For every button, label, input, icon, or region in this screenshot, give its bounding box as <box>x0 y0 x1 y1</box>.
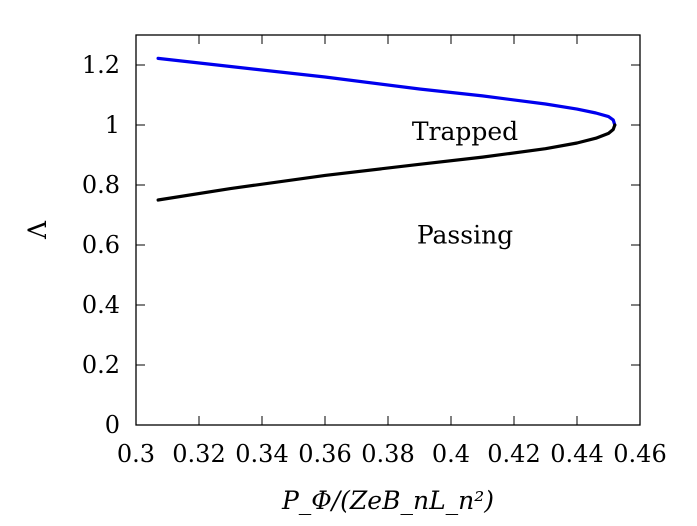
x-tick-label: 0.36 <box>298 440 351 468</box>
y-tick-label: 0 <box>105 411 120 439</box>
x-axis-label: P_Φ/(ZeB_nL_n²) <box>281 486 494 515</box>
series-layer <box>156 56 617 202</box>
annotation-passing: Passing <box>417 221 513 250</box>
series-line-2 <box>156 123 617 202</box>
series-line-1 <box>156 56 617 127</box>
x-tick-label: 0.44 <box>550 440 603 468</box>
x-tick-label: 0.34 <box>235 440 288 468</box>
y-tick-label: 1 <box>105 111 120 139</box>
annotation-trapped: Trapped <box>412 117 518 146</box>
x-tick-label: 0.3 <box>117 440 155 468</box>
plot-area-frame <box>135 34 641 426</box>
y-tick-label: 0.8 <box>82 171 120 199</box>
y-axis-ticks: 0 0.2 0.4 0.6 0.8 1 1.2 <box>82 51 640 439</box>
annotation-layer: Trapped Passing <box>412 117 518 250</box>
x-axis-ticks: 0.3 0.32 0.34 0.36 0.38 0.4 0.42 0.44 0.46 <box>117 35 667 468</box>
y-axis-label: Λ <box>23 220 52 240</box>
x-tick-label: 0.32 <box>172 440 225 468</box>
y-tick-label: 0.4 <box>82 291 120 319</box>
x-tick-label: 0.42 <box>487 440 540 468</box>
y-tick-label: 0.6 <box>82 231 120 259</box>
x-tick-label: 0.4 <box>432 440 470 468</box>
x-tick-label: 0.46 <box>613 440 666 468</box>
x-tick-label: 0.38 <box>361 440 414 468</box>
y-tick-label: 0.2 <box>82 351 120 379</box>
y-tick-label: 1.2 <box>82 51 120 79</box>
